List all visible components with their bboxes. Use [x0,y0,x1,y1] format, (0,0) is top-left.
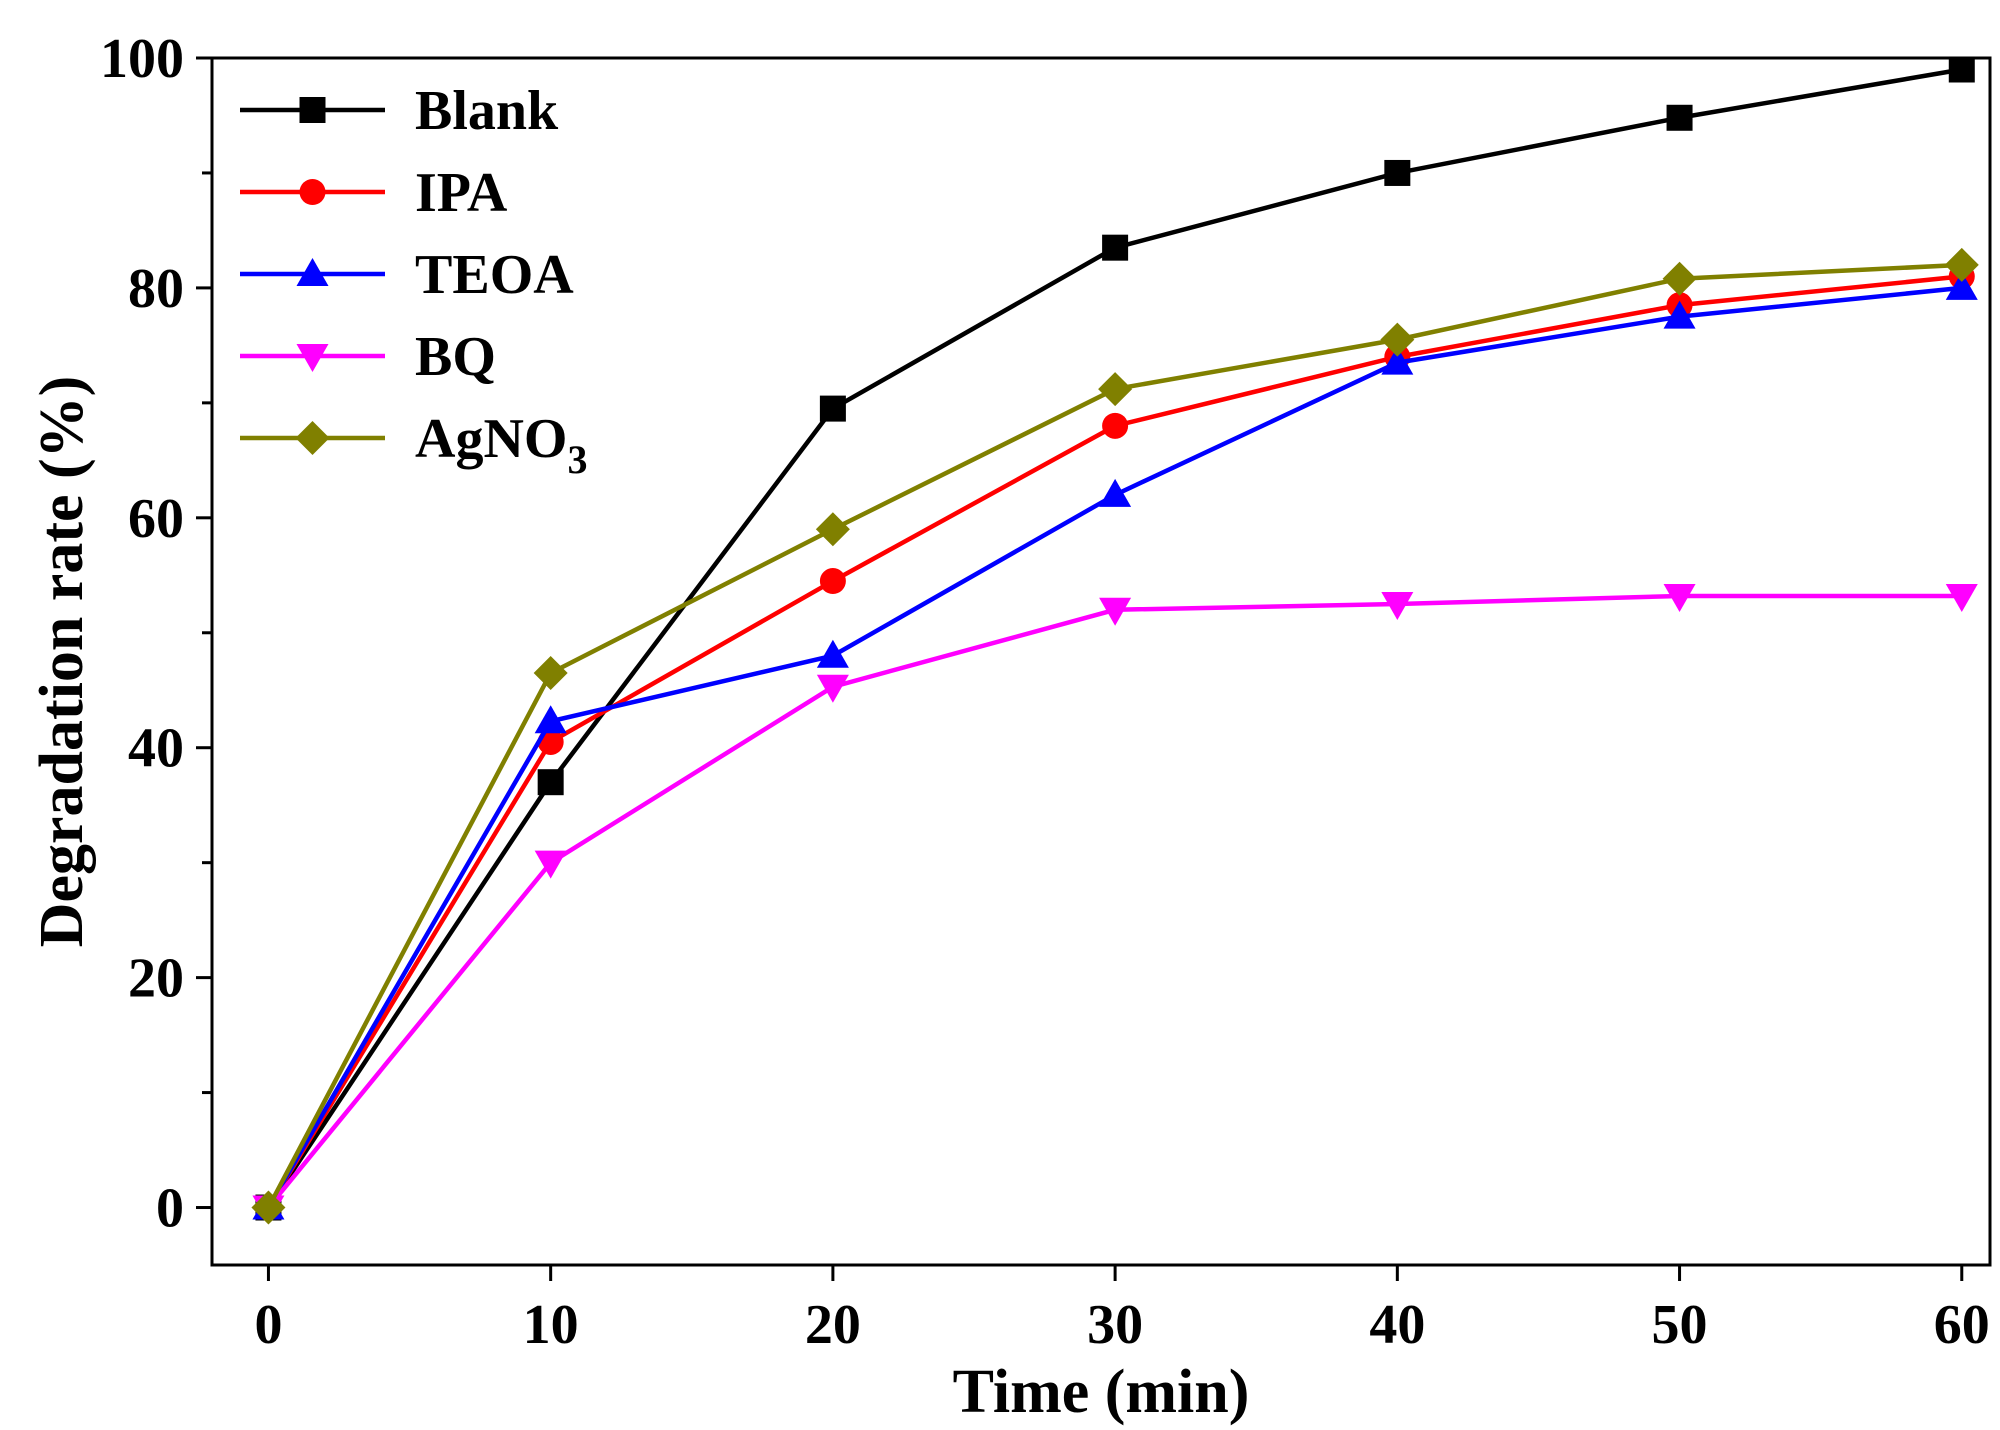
axes: 0 10 20 30 40 50 60 0 20 40 60 80 100 [100,28,1992,1356]
x-tick-label: 0 [254,1294,282,1356]
data-point [1099,597,1132,626]
x-axis-title: Time (min) [953,1358,1250,1426]
plot-frame [210,56,1992,1267]
data-point [534,705,567,734]
legend-item: AgNO3 [240,408,587,482]
data-point [1098,372,1133,407]
data-point [1666,104,1693,131]
data-point [1384,159,1411,186]
data-point [1102,412,1129,439]
legend-label: Blank [415,80,559,142]
legend-label: AgNO3 [415,408,587,482]
data-point [296,258,329,286]
legend-item: Blank [240,80,559,142]
x-tick-label: 20 [805,1294,861,1356]
data-point [1945,271,1978,300]
legend-label: IPA [415,162,508,224]
data-point [815,512,850,547]
legend-label: TEOA [415,244,574,306]
data-point [534,850,567,879]
y-tick-label: 20 [128,948,184,1010]
data-point [816,639,849,668]
x-tick-label: 60 [1934,1294,1990,1356]
series-blank [255,56,1975,1221]
legend-item: BQ [240,326,496,388]
y-axis-title: Degradation rate (%) [28,376,96,948]
y-tick-label: 80 [128,258,184,320]
data-point [299,179,326,205]
legend: Blank IPA TEOA BQ AgNO3 [240,80,587,482]
x-tick-label: 50 [1652,1294,1708,1356]
legend-label: BQ [415,326,496,388]
data-point [1948,56,1975,83]
data-point [1662,261,1697,296]
legend-item: IPA [240,162,508,224]
plot-series [251,56,1979,1225]
series-line [266,593,1962,1209]
series-agno [251,247,1979,1225]
x-tick-label: 30 [1087,1294,1143,1356]
x-tick-label: 40 [1369,1294,1425,1356]
data-point [1663,583,1696,612]
data-point [1944,247,1979,282]
y-tick-label: 60 [128,488,184,550]
y-tick-label: 0 [156,1178,184,1240]
y-tick-label: 40 [128,718,184,780]
data-point [1102,234,1129,261]
data-point [819,568,846,595]
data-point [1945,583,1978,612]
data-point [299,97,326,123]
data-point [1380,322,1415,357]
x-tick-label: 10 [523,1294,579,1356]
series-bq [252,583,1978,1224]
data-point [295,421,330,455]
data-point [819,395,846,422]
y-tick-label: 100 [100,28,184,90]
data-point [533,655,568,690]
data-point [1099,478,1132,507]
data-point [1381,346,1414,375]
data-point [251,1190,286,1225]
data-point [1381,592,1414,621]
data-point [537,769,564,796]
legend-item: TEOA [240,244,574,306]
series-line [266,262,1962,1209]
data-point [1663,300,1696,329]
data-point [296,344,329,372]
data-point [816,674,849,703]
